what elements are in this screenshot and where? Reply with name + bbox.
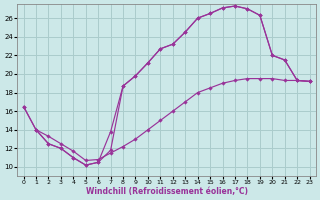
X-axis label: Windchill (Refroidissement éolien,°C): Windchill (Refroidissement éolien,°C) (85, 187, 248, 196)
